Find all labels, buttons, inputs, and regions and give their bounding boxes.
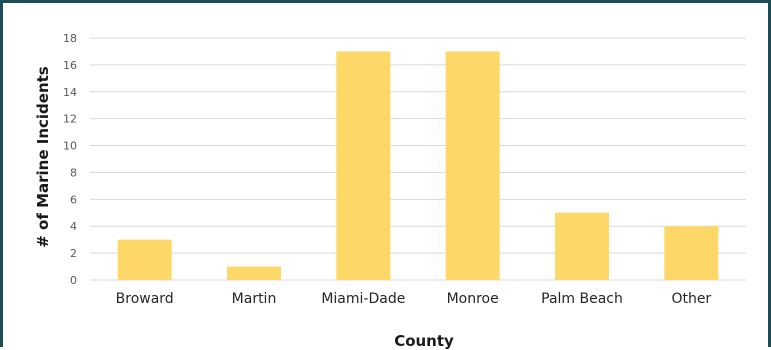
bar-other <box>664 226 719 280</box>
y-tick-label: 0 <box>70 274 77 287</box>
x-category-label: Palm Beach <box>541 291 623 307</box>
bar-palm-beach <box>555 212 609 280</box>
bar-monroe <box>445 51 500 280</box>
y-tick-label: 4 <box>70 220 77 233</box>
y-tick-label: 16 <box>63 59 77 72</box>
y-tick-label: 2 <box>70 247 77 260</box>
gridlines <box>90 37 746 281</box>
y-tick-label: 8 <box>70 166 77 179</box>
x-axis-category-labels: Broward Martin Miami-Dade Monroe Palm Beach O… <box>116 291 712 307</box>
y-tick-label: 18 <box>63 32 77 45</box>
x-category-label: Other <box>671 291 711 307</box>
x-category-label: Broward <box>116 291 174 307</box>
y-axis-tick-labels: 0 2 4 6 8 10 12 14 16 18 <box>63 32 77 287</box>
x-axis-title: County <box>394 332 454 350</box>
x-category-label: Martin <box>232 291 277 307</box>
bar-miami-dade <box>336 51 391 280</box>
bar-chart: 0 2 4 6 8 10 12 14 16 18 Broward Martin Miami-Dade M… <box>34 32 746 350</box>
x-category-label: Monroe <box>447 291 499 307</box>
bar-broward <box>117 239 172 280</box>
y-tick-label: 10 <box>63 140 77 153</box>
x-category-label: Miami-Dade <box>321 291 405 307</box>
bar-martin <box>227 266 281 280</box>
y-tick-label: 6 <box>70 193 77 206</box>
y-tick-label: 14 <box>63 86 77 99</box>
y-axis-title: # of Marine Incidents <box>34 66 52 248</box>
y-tick-label: 12 <box>63 113 77 126</box>
bars <box>117 51 719 280</box>
